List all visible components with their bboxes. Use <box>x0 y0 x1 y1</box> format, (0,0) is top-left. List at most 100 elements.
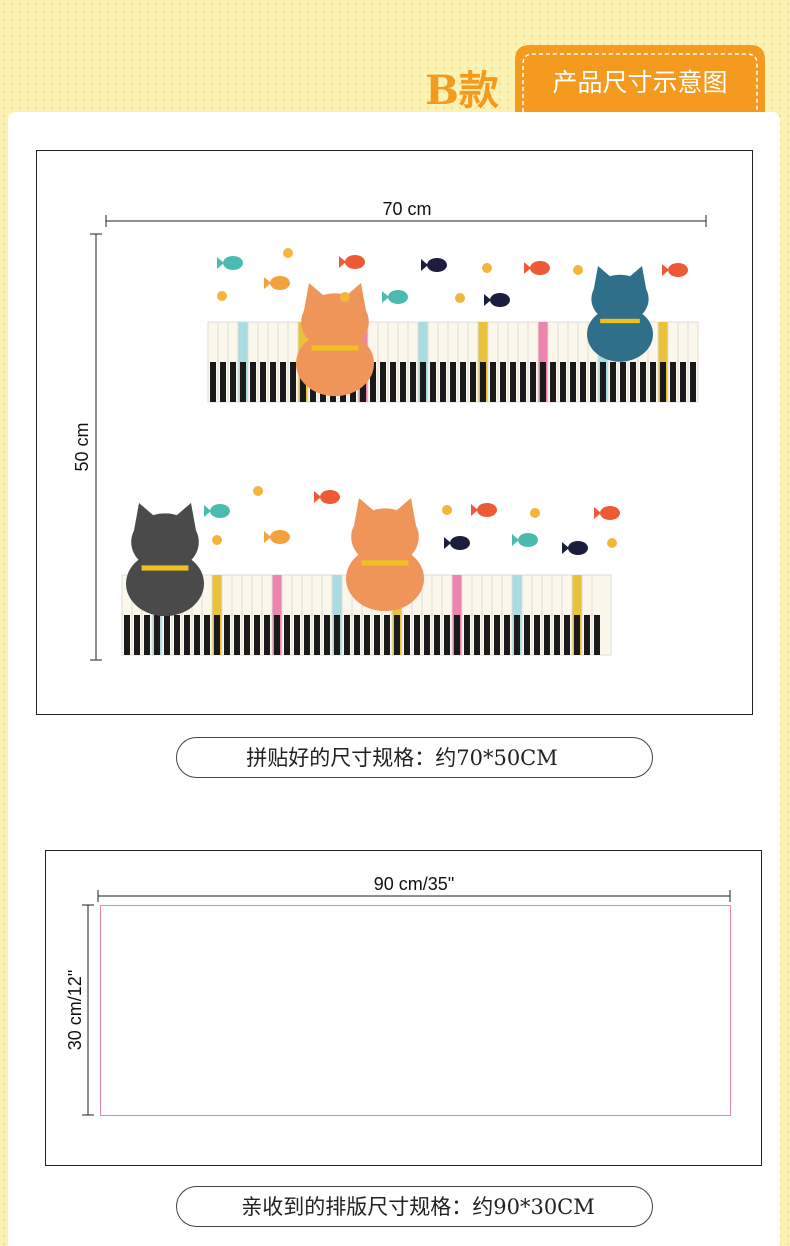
layout-width-label: 90 cm/35" <box>374 874 454 894</box>
black-key <box>244 615 250 655</box>
tab-border <box>522 53 758 112</box>
cat-head <box>131 513 199 571</box>
fish <box>223 256 243 270</box>
black-key <box>454 615 460 655</box>
black-key <box>230 362 236 402</box>
cat-ears <box>593 266 647 291</box>
fish-tail <box>314 491 321 503</box>
black-key <box>290 362 296 402</box>
black-key <box>544 615 550 655</box>
fish <box>270 276 290 290</box>
paw <box>607 538 617 548</box>
black-key <box>690 362 696 402</box>
black-key <box>204 615 210 655</box>
black-key <box>484 615 490 655</box>
black-key <box>504 615 510 655</box>
tab-text: 产品尺寸示意图 <box>552 68 727 97</box>
black-key <box>580 362 586 402</box>
black-key <box>134 615 140 655</box>
black-key <box>480 362 486 402</box>
black-key <box>184 615 190 655</box>
fish <box>427 258 447 272</box>
paw <box>340 292 350 302</box>
paw <box>482 263 492 273</box>
black-key <box>194 615 200 655</box>
black-key <box>304 615 310 655</box>
fish <box>345 255 365 269</box>
sheet <box>100 905 731 1116</box>
black-key <box>500 362 506 402</box>
black-key <box>364 615 370 655</box>
black-key <box>220 362 226 402</box>
black-key <box>430 362 436 402</box>
black-key <box>394 615 400 655</box>
black-key <box>554 615 560 655</box>
fish-tail <box>217 257 224 269</box>
layout-caption: 亲收到的排版尺寸规格：约90*30CM <box>241 1195 595 1219</box>
fish-tail <box>339 256 346 268</box>
fish <box>668 263 688 277</box>
cat-collar <box>311 345 359 351</box>
black-key <box>174 615 180 655</box>
black-key <box>630 362 636 402</box>
black-key <box>440 362 446 402</box>
tab <box>515 45 765 112</box>
black-key <box>240 362 246 402</box>
cat-head <box>351 508 419 566</box>
cat-head <box>301 293 369 351</box>
layout-frame <box>45 850 762 1166</box>
black-key <box>414 615 420 655</box>
black-key <box>250 362 256 402</box>
black-key <box>590 362 596 402</box>
paw <box>253 486 263 496</box>
caption-pill <box>176 1186 653 1227</box>
black-key <box>404 615 410 655</box>
black-key <box>380 362 386 402</box>
black-key <box>334 615 340 655</box>
black-key <box>550 362 556 402</box>
black-key <box>564 615 570 655</box>
black-key <box>410 362 416 402</box>
paw <box>573 265 583 275</box>
black-key <box>260 362 266 402</box>
black-key <box>570 362 576 402</box>
black-key <box>530 362 536 402</box>
black-key <box>510 362 516 402</box>
black-key <box>600 362 606 402</box>
black-key <box>164 615 170 655</box>
fish <box>530 261 550 275</box>
black-key <box>280 362 286 402</box>
black-key <box>584 615 590 655</box>
black-key <box>594 615 600 655</box>
black-key <box>284 615 290 655</box>
black-key <box>490 362 496 402</box>
black-key <box>424 615 430 655</box>
cat-collar <box>600 318 640 324</box>
cat-collar <box>141 565 189 571</box>
black-key <box>560 362 566 402</box>
fish <box>388 290 408 304</box>
black-key <box>270 362 276 402</box>
black-key <box>210 362 216 402</box>
black-key <box>434 615 440 655</box>
layout-height-label: 30 cm/12" <box>65 970 85 1050</box>
black-key <box>294 615 300 655</box>
diagram-frame <box>36 150 753 715</box>
paw <box>455 293 465 303</box>
fish <box>450 536 470 550</box>
black-key <box>370 362 376 402</box>
fish <box>600 506 620 520</box>
black-key <box>460 362 466 402</box>
black-key <box>670 362 676 402</box>
black-key <box>224 615 230 655</box>
black-key <box>390 362 396 402</box>
paw <box>530 508 540 518</box>
paw <box>212 535 222 545</box>
black-key <box>420 362 426 402</box>
black-key <box>524 615 530 655</box>
black-key <box>450 362 456 402</box>
paw <box>283 248 293 258</box>
cat-ears <box>303 283 367 312</box>
black-key <box>610 362 616 402</box>
height-label: 50 cm <box>72 422 92 471</box>
